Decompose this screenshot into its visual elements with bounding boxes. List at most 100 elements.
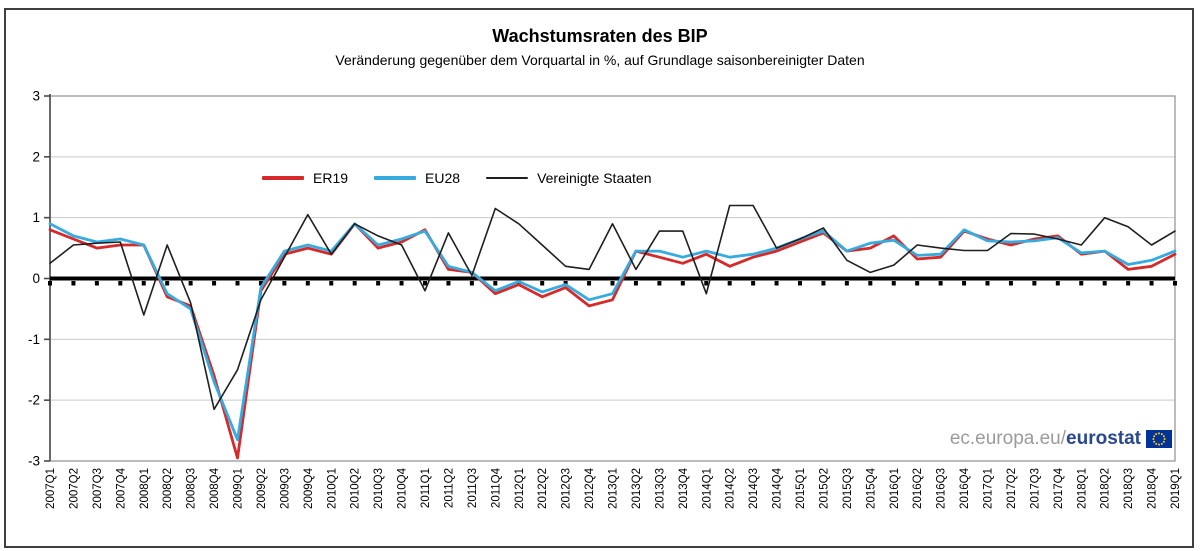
x-tick-label: 2017Q2 (1006, 468, 1018, 509)
x-tick (1102, 281, 1107, 286)
flag-star (1155, 433, 1158, 436)
x-tick (798, 281, 802, 286)
legend-item-er19: ER19 (262, 170, 348, 186)
eurostat-url-text: ec.europa.eu/ (949, 428, 1067, 449)
flag-star (1153, 440, 1156, 443)
flag-star (1162, 435, 1165, 438)
x-tick (329, 281, 334, 286)
series-line-er19 (48, 222, 1177, 460)
x-tick-label: 2012Q2 (537, 468, 549, 509)
x-tick (1055, 281, 1060, 286)
x-tick (165, 281, 170, 286)
x-tick (48, 281, 52, 286)
x-tick-label: 2010Q3 (373, 468, 385, 509)
x-tick-label: 2007Q2 (68, 468, 80, 509)
x-tick (1149, 281, 1154, 286)
x-tick (751, 281, 756, 286)
x-tick (1008, 281, 1013, 286)
flag-star (1158, 443, 1160, 446)
x-tick-label: 2018Q4 (1147, 467, 1159, 509)
x-tick-label: 2016Q3 (936, 468, 948, 509)
x-tick-label: 2013Q2 (631, 468, 643, 509)
x-tick-label: 2014Q2 (725, 468, 737, 509)
x-tick (423, 281, 427, 286)
x-tick-label: 2007Q1 (45, 468, 57, 509)
x-tick-label: 2015Q3 (842, 468, 854, 509)
x-tick-label: 2012Q1 (514, 468, 526, 509)
series-line-eu28 (48, 222, 1177, 442)
x-tick-label: 2013Q4 (678, 467, 690, 509)
legend-label-er19: ER19 (313, 170, 349, 186)
x-tick-label: 2012Q3 (561, 468, 573, 509)
x-tick-label: 2015Q2 (818, 468, 830, 509)
x-tick (376, 281, 381, 286)
x-tick (938, 281, 943, 286)
x-tick-label: 2013Q1 (608, 468, 620, 509)
x-tick-label: 2008Q3 (186, 468, 198, 509)
x-tick-label: 2017Q4 (1053, 467, 1065, 509)
chart-subtitle: Veränderung gegenüber dem Vorquartal in … (335, 52, 865, 68)
x-tick-label: 2016Q2 (912, 468, 924, 509)
chart-title: Wachstumsraten des BIP (492, 26, 708, 46)
chart-legend: ER19 EU28 Vereinigte Staaten (262, 170, 651, 186)
flag-star (1160, 442, 1163, 445)
y-tick-label: 2 (32, 149, 40, 164)
eurostat-brand-text: eurostat (1066, 428, 1141, 449)
x-tick-label: 2011Q1 (420, 468, 432, 508)
x-tick (868, 281, 873, 286)
x-tick-label: 2018Q3 (1123, 468, 1135, 509)
x-tick (399, 281, 404, 286)
x-tick (610, 281, 615, 286)
x-tick-label: 2009Q1 (233, 468, 245, 509)
x-tick (891, 281, 896, 286)
x-tick-label: 2011Q3 (467, 468, 479, 508)
series-line-vereinigte-staaten (49, 204, 1176, 411)
x-tick (633, 281, 638, 286)
x-tick-label: 2017Q1 (983, 468, 995, 509)
x-tick-label: 2008Q2 (162, 468, 174, 509)
x-tick-label: 2013Q3 (654, 468, 666, 509)
legend-item-us: Vereinigte Staaten (486, 170, 651, 186)
x-tick (587, 281, 592, 286)
x-tick (821, 281, 826, 286)
x-tick-label: 2012Q4 (584, 467, 596, 509)
x-tick-label: 2010Q4 (397, 467, 409, 509)
y-tick-label: 3 (32, 89, 40, 104)
x-tick-label: 2016Q1 (889, 468, 901, 509)
x-tick (1032, 281, 1037, 286)
x-tick-label: 2018Q1 (1076, 468, 1088, 509)
x-tick (305, 281, 310, 286)
x-tick (1126, 281, 1131, 286)
x-tick (141, 281, 146, 286)
x-tick-label: 2008Q4 (209, 467, 221, 509)
x-tick-label: 2008Q1 (139, 468, 151, 509)
x-tick (282, 281, 287, 286)
x-tick (915, 281, 920, 286)
er19-line-swatch (262, 176, 304, 180)
x-tick (71, 281, 76, 286)
eurostat-watermark: ec.europa.eu/eurostat (916, 428, 1172, 450)
legend-label-eu28: EU28 (425, 170, 461, 186)
x-tick-label: 2014Q1 (701, 468, 713, 509)
y-tick-label: -3 (28, 454, 40, 469)
x-tick-label: 2018Q2 (1100, 468, 1112, 509)
x-tick-label: 2015Q4 (865, 467, 877, 509)
x-tick (962, 281, 967, 286)
x-tick-label: 2014Q3 (748, 468, 760, 509)
x-tick (493, 281, 498, 286)
y-tick-label: 1 (32, 210, 40, 225)
flag-star (1155, 442, 1158, 445)
x-tick (657, 281, 662, 286)
x-tick (446, 281, 451, 286)
x-tick (1173, 281, 1177, 286)
x-tick-label: 2016Q4 (959, 467, 971, 509)
x-tick (680, 281, 685, 286)
x-tick-label: 2017Q3 (1029, 468, 1041, 509)
flag-star (1153, 435, 1156, 438)
x-tick-label: 2009Q4 (303, 467, 315, 509)
us-line-swatch (486, 177, 529, 179)
legend-item-eu28: EU28 (374, 170, 460, 186)
flag-star (1158, 432, 1160, 435)
